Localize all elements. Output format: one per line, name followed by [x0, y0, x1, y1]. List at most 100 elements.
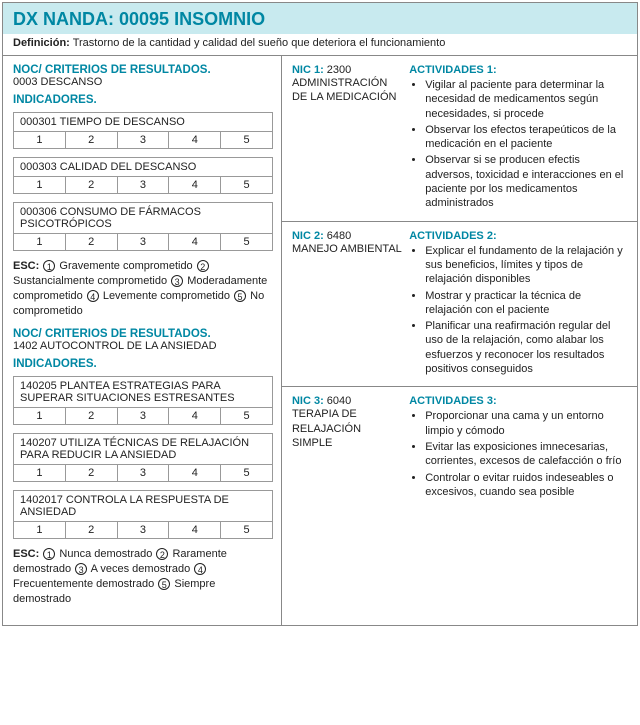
nic-column: NIC 1: 2300ADMINISTRACIÓN DE LA MEDICACI… [292, 64, 409, 213]
scale-cell[interactable]: 5 [221, 132, 272, 148]
scale-cell[interactable]: 1 [14, 465, 66, 481]
scale-cell[interactable]: 3 [118, 522, 170, 538]
nic-description: MANEJO AMBIENTAL [292, 242, 403, 256]
scale-row: 12345 [14, 176, 272, 193]
scale-cell[interactable]: 5 [221, 465, 272, 481]
esc-number-icon: 3 [75, 563, 87, 575]
noc1-code: 0003 DESCANSO [13, 76, 273, 88]
scale-cell[interactable]: 4 [169, 234, 221, 250]
indicator-label: 1402017 CONTROLA LA RESPUESTA DE ANSIEDA… [14, 491, 272, 521]
scale-cell[interactable]: 2 [66, 408, 118, 424]
scale-cell[interactable]: 2 [66, 234, 118, 250]
scale-cell[interactable]: 4 [169, 132, 221, 148]
nic-label: NIC 1: [292, 64, 324, 76]
activities-list: Explicar el fundamento de la relajación … [409, 244, 627, 377]
esc-item-text: Levemente comprometido [100, 290, 233, 302]
nic-row: NIC 2: 6480MANEJO AMBIENTALACTIVIDADES 2… [282, 222, 637, 388]
indicator-label: 000301 TIEMPO DE DESCANSO [14, 113, 272, 131]
scale-cell[interactable]: 5 [221, 408, 272, 424]
scale-cell[interactable]: 1 [14, 132, 66, 148]
definition-label: Definición: [13, 37, 70, 49]
scale-cell[interactable]: 3 [118, 234, 170, 250]
scale-cell[interactable]: 4 [169, 408, 221, 424]
noc1-indic-label: INDICADORES. [13, 94, 273, 106]
activity-item: Planificar una reafirmación regular del … [425, 319, 627, 376]
nic-code: 2300 [324, 64, 352, 76]
scale-cell[interactable]: 3 [118, 465, 170, 481]
activities-label: ACTIVIDADES 3: [409, 395, 627, 407]
activity-item: Controlar o evitar ruidos indeseables o … [425, 471, 627, 500]
definition-row: Definición: Trastorno de la cantidad y c… [3, 34, 637, 56]
nic-column: NIC 2: 6480MANEJO AMBIENTAL [292, 230, 409, 379]
scale-cell[interactable]: 1 [14, 177, 66, 193]
indicator-box: 1402017 CONTROLA LA RESPUESTA DE ANSIEDA… [13, 490, 273, 539]
noc2-title: NOC/ CRITERIOS DE RESULTADOS. [13, 328, 273, 340]
activities-label: ACTIVIDADES 1: [409, 64, 627, 76]
scale-row: 12345 [14, 131, 272, 148]
indicator-label: 140207 UTILIZA TÉCNICAS DE RELAJACIÓN PA… [14, 434, 272, 464]
esc-number-icon: 4 [194, 563, 206, 575]
scale-cell[interactable]: 2 [66, 522, 118, 538]
activity-item: Proporcionar una cama y un entorno limpi… [425, 409, 627, 438]
scale-row: 12345 [14, 407, 272, 424]
nic-label: NIC 2: [292, 230, 324, 242]
esc-item-text: Nunca demostrado [56, 548, 155, 560]
indicator-box: 140205 PLANTEA ESTRATEGIAS PARA SUPERAR … [13, 376, 273, 425]
esc-label: ESC: [13, 548, 42, 560]
scale-cell[interactable]: 3 [118, 177, 170, 193]
scale-cell[interactable]: 3 [118, 132, 170, 148]
activities-label: ACTIVIDADES 2: [409, 230, 627, 242]
scale-cell[interactable]: 2 [66, 132, 118, 148]
esc-number-icon: 1 [43, 260, 55, 272]
scale-row: 12345 [14, 464, 272, 481]
scale-cell[interactable]: 5 [221, 177, 272, 193]
right-column: NIC 1: 2300ADMINISTRACIÓN DE LA MEDICACI… [282, 56, 637, 625]
scale-cell[interactable]: 4 [169, 465, 221, 481]
scale-cell[interactable]: 4 [169, 522, 221, 538]
noc1-title: NOC/ CRITERIOS DE RESULTADOS. [13, 64, 273, 76]
esc-number-icon: 1 [43, 548, 55, 560]
esc-number-icon: 5 [234, 290, 246, 302]
scale-cell[interactable]: 3 [118, 408, 170, 424]
esc-item-text: Gravemente comprometido [56, 260, 195, 272]
scale-cell[interactable]: 1 [14, 234, 66, 250]
nic-row: NIC 3: 6040TERAPIA DE RELAJACIÓN SIMPLEA… [282, 387, 637, 624]
activity-item: Mostrar y practicar la técnica de relaja… [425, 289, 627, 318]
nic-code: 6480 [324, 230, 352, 242]
indicator-label: 140205 PLANTEA ESTRATEGIAS PARA SUPERAR … [14, 377, 272, 407]
nic-description: ADMINISTRACIÓN DE LA MEDICACIÓN [292, 76, 403, 105]
activity-item: Vigilar al paciente para determinar la n… [425, 78, 627, 121]
scale-cell[interactable]: 2 [66, 465, 118, 481]
indicator-box: 140207 UTILIZA TÉCNICAS DE RELAJACIÓN PA… [13, 433, 273, 482]
esc-item-text: Sustancialmente comprometido [13, 275, 170, 287]
scale-cell[interactable]: 5 [221, 234, 272, 250]
esc-number-icon: 5 [158, 578, 170, 590]
dx-header: DX NANDA: 00095 INSOMNIO [3, 3, 637, 34]
scale-cell[interactable]: 2 [66, 177, 118, 193]
nic-code: 6040 [324, 395, 352, 407]
scale-cell[interactable]: 1 [14, 408, 66, 424]
activities-list: Proporcionar una cama y un entorno limpi… [409, 409, 627, 499]
esc-number-icon: 2 [197, 260, 209, 272]
esc-item-text: A veces demostrado [88, 563, 193, 575]
scale-cell[interactable]: 5 [221, 522, 272, 538]
activities-column: ACTIVIDADES 3: Proporcionar una cama y un… [409, 395, 627, 616]
scale-cell[interactable]: 4 [169, 177, 221, 193]
indicator-label: 000306 CONSUMO DE FÁRMACOS PSICOTRÓPICOS [14, 203, 272, 233]
scale-row: 12345 [14, 233, 272, 250]
nic-column: NIC 3: 6040TERAPIA DE RELAJACIÓN SIMPLE [292, 395, 409, 616]
indicator-box: 000303 CALIDAD DEL DESCANSO12345 [13, 157, 273, 194]
scale-cell[interactable]: 1 [14, 522, 66, 538]
noc2-code: 1402 AUTOCONTROL DE LA ANSIEDAD [13, 340, 273, 352]
esc-number-icon: 2 [156, 548, 168, 560]
esc-number-icon: 4 [87, 290, 99, 302]
activity-item: Explicar el fundamento de la relajación … [425, 244, 627, 287]
indicator-box: 000301 TIEMPO DE DESCANSO12345 [13, 112, 273, 149]
content-columns: NOC/ CRITERIOS DE RESULTADOS. 0003 DESCA… [3, 56, 637, 625]
noc2-indicators: 140205 PLANTEA ESTRATEGIAS PARA SUPERAR … [13, 376, 273, 539]
esc-item-text: Frecuentemente demostrado [13, 578, 157, 590]
nic-label: NIC 3: [292, 395, 324, 407]
care-plan-container: DX NANDA: 00095 INSOMNIO Definición: Tra… [2, 2, 638, 626]
nic-description: TERAPIA DE RELAJACIÓN SIMPLE [292, 407, 403, 450]
dx-code: 00095 INSOMNIO [119, 9, 265, 29]
